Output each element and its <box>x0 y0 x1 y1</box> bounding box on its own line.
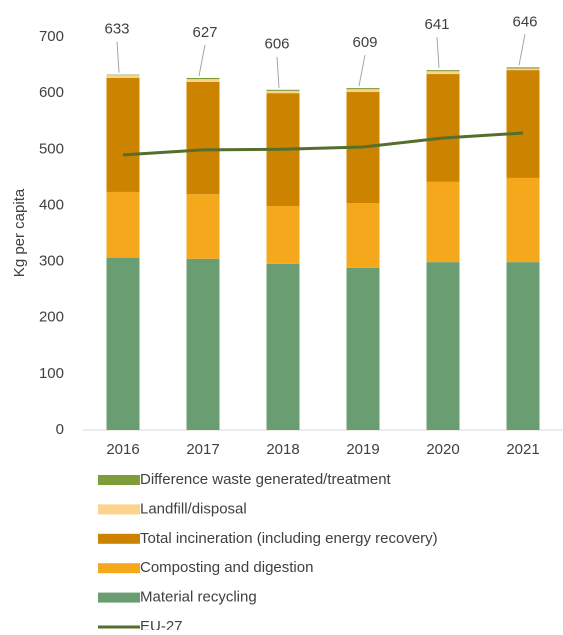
bar-segment <box>266 263 300 430</box>
bar-segment <box>506 70 540 178</box>
bar-segment <box>426 74 460 182</box>
legend-swatch <box>98 504 140 515</box>
legend-label: Material recycling <box>140 589 257 606</box>
y-tick-label: 100 <box>39 365 64 382</box>
bar-segment <box>106 74 140 76</box>
legend-label: Landfill/disposal <box>140 500 247 517</box>
y-tick-label: 600 <box>39 84 64 101</box>
y-tick-label: 400 <box>39 196 64 213</box>
bar-segment <box>346 267 380 430</box>
legend-swatch <box>98 533 140 544</box>
bar-segment <box>186 194 220 259</box>
bar-segment <box>106 257 140 430</box>
legend-label: EU-27 <box>140 618 183 630</box>
bar-segment <box>266 90 300 94</box>
bar-segment <box>346 88 380 90</box>
total-label: 641 <box>424 16 449 33</box>
legend-label: Composting and digestion <box>140 559 313 576</box>
leader-line <box>358 54 366 87</box>
bar-segment <box>426 71 460 75</box>
y-tick-label: 500 <box>39 140 64 157</box>
x-tick-label: 2016 <box>106 441 139 458</box>
bar-segment <box>506 67 540 69</box>
legend-swatch <box>98 563 140 574</box>
x-tick-label: 2019 <box>346 441 379 458</box>
leader-line <box>116 41 120 73</box>
bar-segment <box>506 68 540 71</box>
total-label: 609 <box>352 34 377 51</box>
legend-swatch <box>98 475 140 485</box>
total-label: 606 <box>264 36 289 53</box>
legend-label: Total incineration (including energy rec… <box>140 530 438 547</box>
total-label: 627 <box>192 24 217 41</box>
bar-segment <box>106 77 140 192</box>
y-tick-label: 300 <box>39 253 64 270</box>
bar-segment <box>426 70 460 72</box>
y-tick-label: 0 <box>56 421 64 438</box>
bar-segment <box>186 258 220 430</box>
bar-segment <box>186 81 220 195</box>
y-tick-label: 200 <box>39 309 64 326</box>
leader-line <box>276 56 280 88</box>
leader-line <box>436 37 440 69</box>
bar-segment <box>186 79 220 82</box>
bar-segment <box>506 177 540 263</box>
line <box>122 131 524 157</box>
bar-segment <box>266 89 300 91</box>
bar-segment <box>106 75 140 78</box>
y-tick-label: 700 <box>39 28 64 45</box>
bar-segment <box>346 203 380 268</box>
leader-line <box>198 44 206 77</box>
bar-segment <box>506 262 540 430</box>
bar-segment <box>186 77 220 80</box>
x-tick-label: 2018 <box>266 441 299 458</box>
bar-segment <box>346 89 380 93</box>
legend-label: Difference waste generated/treatment <box>140 471 392 488</box>
bar-segment <box>266 205 300 264</box>
leader-line <box>518 34 526 66</box>
x-tick-label: 2021 <box>506 441 539 458</box>
x-tick-label: 2017 <box>186 441 219 458</box>
total-label: 646 <box>512 13 537 30</box>
x-tick-label: 2020 <box>426 441 459 458</box>
legend-swatch <box>98 592 140 603</box>
y-axis-label: Kg per capita <box>11 188 28 277</box>
total-label: 633 <box>104 21 129 38</box>
bar-segment <box>426 181 460 263</box>
bar-segment <box>426 262 460 430</box>
bar-segment <box>106 191 140 258</box>
